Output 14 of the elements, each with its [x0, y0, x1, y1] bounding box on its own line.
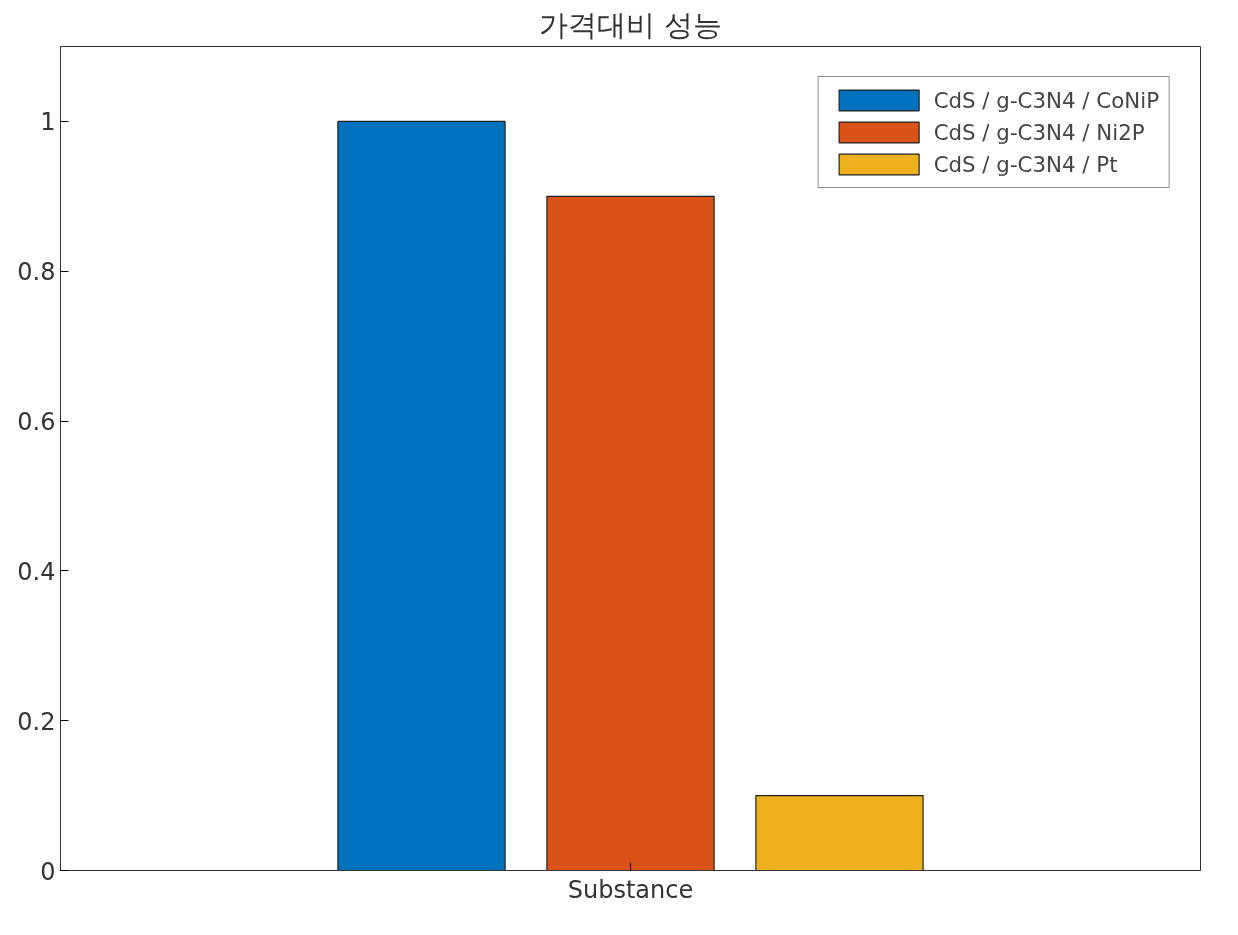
x-tick-label: Substance [567, 875, 694, 904]
y-tick-label: 0.2 [17, 707, 56, 736]
y-tick-label: 0.8 [17, 258, 56, 287]
bar [755, 794, 924, 871]
bar [337, 120, 506, 871]
chart-title: 가격대비 성능 [538, 7, 723, 42]
y-tick-label: 1 [40, 108, 56, 137]
y-tick-label: 0.6 [17, 408, 56, 437]
bar [546, 195, 715, 871]
legend-label: CdS / g-C3N4 / Ni2P [933, 119, 1145, 145]
y-tick-label: 0 [40, 857, 56, 886]
legend-label: CdS / g-C3N4 / CoNiP [933, 87, 1159, 113]
legend-label: CdS / g-C3N4 / Pt [933, 151, 1118, 177]
y-tick-label: 0.4 [17, 557, 56, 586]
